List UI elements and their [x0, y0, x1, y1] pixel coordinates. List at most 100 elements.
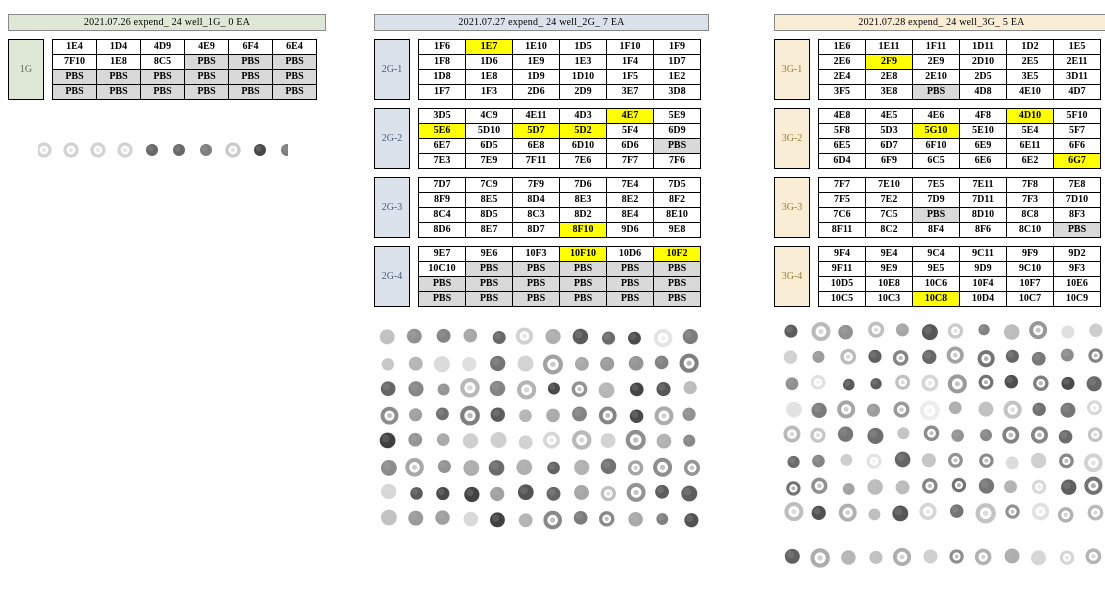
well-cell: 2D6 [513, 85, 560, 100]
well-cell: 7E8 [1054, 178, 1101, 193]
well-cell: 3E5 [1007, 70, 1054, 85]
well-cell: 6D6 [607, 139, 654, 154]
block-2G-2: 2G-23D54C94E114D34E75E95E65D105D75D25F46… [374, 108, 738, 169]
well-cell: 5E9 [654, 109, 701, 124]
block-3G-2: 3G-24E84E54E64F84D105F105F85D35G105E105E… [774, 108, 1105, 169]
well-cell: PBS [273, 85, 317, 100]
well-cell: 7C5 [866, 208, 913, 223]
well-cell: 2D5 [960, 70, 1007, 85]
well-cell: 10C5 [819, 292, 866, 307]
well-cell: 8D2 [560, 208, 607, 223]
well-cell: 9E5 [913, 262, 960, 277]
well-cell: 4D9 [141, 40, 185, 55]
well-cell: 6E6 [960, 154, 1007, 169]
well-cell: 9F9 [1007, 247, 1054, 262]
well-cell: 10C3 [866, 292, 913, 307]
block-label: 3G-3 [774, 177, 810, 238]
well-cell: 1D6 [466, 55, 513, 70]
well-cell: 10C10 [419, 262, 466, 277]
well-cell: 1E11 [866, 40, 913, 55]
well-cell: 7E10 [866, 178, 913, 193]
well-cell: 4E5 [866, 109, 913, 124]
well-cell: PBS [185, 85, 229, 100]
well-cell: 6F10 [913, 139, 960, 154]
well-cell: PBS [560, 262, 607, 277]
well-cell: 10F4 [960, 277, 1007, 292]
well-cell: 8E7 [466, 223, 513, 238]
well-cell: 7F3 [1007, 193, 1054, 208]
well-cell: 4D3 [560, 109, 607, 124]
well-cell: PBS [513, 262, 560, 277]
well-cell: 6E7 [419, 139, 466, 154]
well-cell: PBS [913, 85, 960, 100]
well-cell: 7E4 [607, 178, 654, 193]
well-cell: 1D5 [560, 40, 607, 55]
well-cell: PBS [229, 85, 273, 100]
well-cell: 2E6 [819, 55, 866, 70]
well-cell: 7E2 [866, 193, 913, 208]
well-cell: 8F6 [960, 223, 1007, 238]
well-cell: 8C5 [141, 55, 185, 70]
well-table: 4E84E54E64F84D105F105F85D35G105E105E45F7… [818, 108, 1101, 169]
well-cell: 1F11 [913, 40, 960, 55]
well-cell: 1D2 [1007, 40, 1054, 55]
well-cell: 1D8 [419, 70, 466, 85]
well-cell: 1F3 [466, 85, 513, 100]
well-cell: 8F2 [654, 193, 701, 208]
well-cell: 6D10 [560, 139, 607, 154]
well-cell: 1E5 [1054, 40, 1101, 55]
well-cell: 9D6 [607, 223, 654, 238]
well-cell: 10D5 [819, 277, 866, 292]
well-cell: 10C6 [913, 277, 960, 292]
panel-1g: 2021.07.26 expend_ 24 well_1G_ 0 EA 1G1E… [8, 14, 326, 182]
well-cell: 8E3 [560, 193, 607, 208]
well-cell: 9F11 [819, 262, 866, 277]
well-table: 1E41D44D94E96F46E47F101E88C5PBSPBSPBSPBS… [52, 39, 317, 100]
well-cell: 1F8 [419, 55, 466, 70]
well-cell: 6E2 [1007, 154, 1054, 169]
well-cell: 8D10 [960, 208, 1007, 223]
well-cell: 3D5 [419, 109, 466, 124]
well-cell: 1E8 [466, 70, 513, 85]
well-cell: 2E10 [913, 70, 960, 85]
well-cell: PBS [560, 277, 607, 292]
well-table: 7F77E107E57E117F87E87F57E27D97D117F37D10… [818, 177, 1101, 238]
block-label: 3G-2 [774, 108, 810, 169]
well-cell: 6E9 [960, 139, 1007, 154]
well-cell: 8E4 [607, 208, 654, 223]
block-3G-3: 3G-37F77E107E57E117F87E87F57E27D97D117F3… [774, 177, 1105, 238]
well-cell: PBS [141, 85, 185, 100]
well-cell: 5D3 [866, 124, 913, 139]
well-cell: 8C3 [513, 208, 560, 223]
well-cell: 1E2 [654, 70, 701, 85]
blot-3g [778, 321, 1105, 581]
well-cell: 1F6 [419, 40, 466, 55]
well-cell: 7F7 [819, 178, 866, 193]
well-cell: 6E8 [513, 139, 560, 154]
well-cell: 6E5 [819, 139, 866, 154]
well-cell: PBS [607, 262, 654, 277]
well-cell: PBS [513, 277, 560, 292]
well-cell: 2E4 [819, 70, 866, 85]
well-cell: PBS [53, 70, 97, 85]
well-cell: 2F9 [866, 55, 913, 70]
well-cell: 5D2 [560, 124, 607, 139]
well-cell: PBS [913, 208, 960, 223]
well-cell: 9C11 [960, 247, 1007, 262]
block-3G-4: 3G-49F49E49C49C119F99D29F119E99E59D99C10… [774, 246, 1105, 307]
well-cell: 6D9 [654, 124, 701, 139]
well-table: 7D77C97F97D67E47D58F98E58D48E38E28F28C48… [418, 177, 701, 238]
well-cell: 1E6 [819, 40, 866, 55]
well-cell: 10C8 [913, 292, 960, 307]
block-label: 3G-4 [774, 246, 810, 307]
well-cell: PBS [53, 85, 97, 100]
well-cell: 10D6 [607, 247, 654, 262]
well-cell: 9E4 [866, 247, 913, 262]
well-cell: 7D11 [960, 193, 1007, 208]
well-cell: 9F4 [819, 247, 866, 262]
well-cell: 10C9 [1054, 292, 1101, 307]
well-cell: 5G10 [913, 124, 960, 139]
well-cell: 10F2 [654, 247, 701, 262]
well-cell: PBS [654, 277, 701, 292]
well-cell: PBS [654, 139, 701, 154]
